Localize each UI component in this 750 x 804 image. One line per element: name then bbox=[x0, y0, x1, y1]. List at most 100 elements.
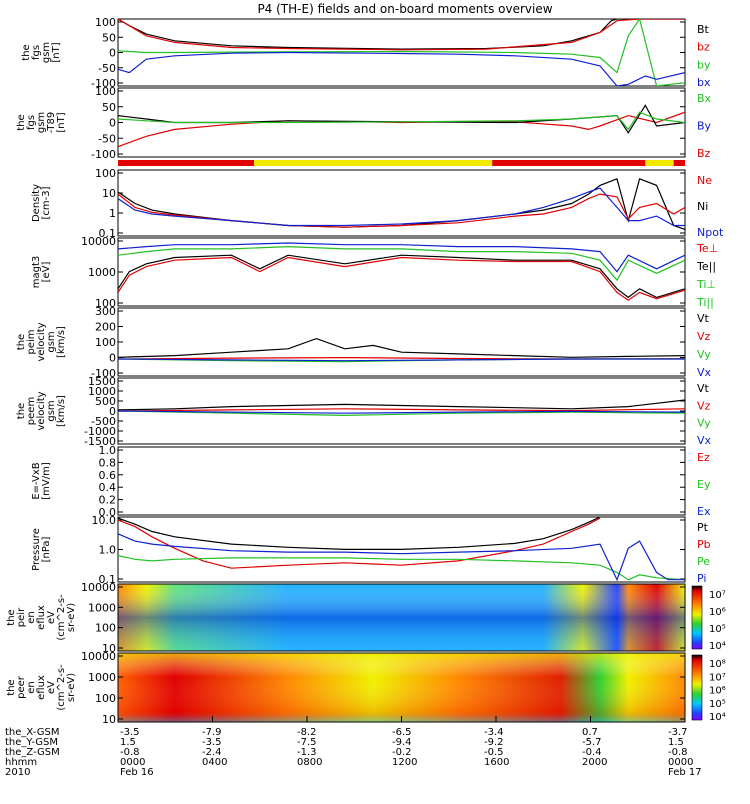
series-line-By bbox=[118, 111, 685, 131]
legend-entry: Vx bbox=[697, 434, 712, 447]
series-line-Vz bbox=[118, 408, 685, 412]
colorbar-label: 10⁶ bbox=[709, 607, 726, 618]
y-axis-label-line: Pressure bbox=[31, 528, 42, 571]
y-axis-label-line: the bbox=[16, 334, 27, 350]
x-axis-value: 0.7 bbox=[582, 727, 598, 738]
x-axis-value: 2000 bbox=[582, 757, 607, 768]
x-axis-value: -6.5 bbox=[392, 727, 412, 738]
panel-8: 10⁷ 10⁶ 10⁵ 10⁴ 10000 1000 100 10 the peir en eflux… bbox=[6, 581, 726, 655]
legend-entry: Ti|| bbox=[696, 296, 714, 309]
legend-entry: Vz bbox=[697, 330, 711, 343]
y-axis-label-line: peim bbox=[26, 329, 37, 354]
y-axis-label-line: peir bbox=[16, 607, 27, 627]
panel-frame bbox=[117, 583, 686, 652]
y-tick-label: 100 bbox=[95, 336, 116, 349]
legend-entry: Vy bbox=[697, 348, 711, 361]
series-line-Te|| bbox=[118, 254, 685, 299]
x-axis-value: -0.2 bbox=[392, 747, 412, 758]
y-axis-label-line: the bbox=[6, 609, 17, 625]
x-axis-value: -0.8 bbox=[668, 747, 688, 758]
colorbar-label: 10⁴ bbox=[709, 641, 726, 652]
y-axis-label-line: gsm bbox=[41, 42, 52, 63]
y-tick-label: 50 bbox=[102, 31, 116, 44]
x-axis-value: -2.4 bbox=[202, 747, 222, 758]
y-axis-label: the peim velocity gsm [km/s] bbox=[16, 322, 67, 361]
x-axis-table: the_X-GSM -3.5 -7.9 -8.2 -6.5 -3.4 0.7 -3.7the_… bbox=[5, 716, 702, 778]
y-tick-label: 1000 bbox=[88, 385, 116, 398]
y-tick-label: 10000 bbox=[81, 581, 116, 594]
x-axis-row-label: the_Z-GSM bbox=[5, 747, 60, 758]
x-axis-value: 1.5 bbox=[120, 737, 136, 748]
y-axis-label: the fgs gsm -T89 [nT] bbox=[16, 112, 67, 134]
x-axis-value: -5.7 bbox=[582, 737, 602, 748]
x-axis-value: -9.2 bbox=[484, 737, 504, 748]
status-bar bbox=[118, 160, 685, 166]
y-axis-label: Density [cm-3] bbox=[31, 184, 52, 222]
y-axis-label-line: eV bbox=[46, 611, 57, 624]
x-axis-value: 1600 bbox=[484, 757, 509, 768]
legend-entry: Vt bbox=[697, 382, 710, 395]
y-tick-label: 1 bbox=[109, 207, 116, 220]
series-line-Ti⊥ bbox=[118, 242, 685, 273]
series-line-bx bbox=[118, 51, 685, 86]
y-axis-label-line: the bbox=[21, 44, 32, 60]
y-axis-label-line: en bbox=[26, 681, 37, 694]
series-line-Pi bbox=[118, 533, 685, 582]
y-axis-label-line: en bbox=[26, 611, 37, 624]
series-line-Te⊥ bbox=[118, 256, 685, 301]
legend-entry: bx bbox=[697, 76, 711, 89]
legend-entry: Pb bbox=[697, 538, 711, 551]
y-tick-label: 1000 bbox=[88, 601, 116, 614]
legend-entry: Npot bbox=[697, 226, 724, 239]
y-axis-label-line: velocity bbox=[36, 391, 47, 430]
legend-entry: Pi bbox=[697, 572, 706, 585]
y-axis-label-line: Density bbox=[31, 184, 42, 222]
x-axis-value: -7.5 bbox=[297, 737, 317, 748]
legend-entry: Bz bbox=[697, 147, 711, 160]
legend-entry: Vz bbox=[697, 399, 711, 412]
x-axis-value: 0800 bbox=[297, 757, 322, 768]
series-line-Vt bbox=[118, 399, 685, 411]
panel-2: 100 10 1 0.1 Density [cm-3] Ne Ni Npot bbox=[31, 167, 724, 240]
x-axis-row-label: hhmm bbox=[5, 757, 37, 768]
series-line-Vx bbox=[118, 358, 685, 362]
y-tick-label: 0 bbox=[109, 47, 116, 60]
y-axis-label-line: velocity bbox=[36, 322, 47, 361]
legend-entry: Vx bbox=[697, 366, 712, 379]
series-line-Ni bbox=[118, 177, 685, 230]
legend-entry: Ez bbox=[697, 451, 710, 464]
x-axis-value: 1200 bbox=[392, 757, 417, 768]
y-tick-label: -500 bbox=[91, 415, 116, 428]
legend-entry: Pe bbox=[697, 555, 710, 568]
legend-entry: Ex bbox=[697, 505, 711, 518]
legend-entry: by bbox=[697, 58, 711, 71]
y-tick-label: 1000 bbox=[88, 671, 116, 684]
y-tick-label: 0.0 bbox=[99, 506, 117, 519]
x-axis-value: Feb 16 bbox=[120, 767, 154, 778]
y-axis-label: the fgs gsm [nT] bbox=[21, 42, 62, 63]
y-tick-label: 1.0 bbox=[99, 544, 117, 557]
y-axis-label-line: (cm^2-s- bbox=[56, 664, 67, 711]
legend-entry: Ti⊥ bbox=[696, 278, 716, 291]
y-tick-label: 10000 bbox=[81, 235, 116, 248]
status-segment bbox=[673, 160, 685, 166]
y-tick-label: 1000 bbox=[88, 266, 116, 279]
y-axis-label: magt3 [eV] bbox=[31, 256, 52, 289]
y-tick-label: 500 bbox=[95, 395, 116, 408]
y-axis-label-line: eflux bbox=[36, 675, 47, 700]
y-axis-label: Pressure [nPa] bbox=[31, 528, 52, 571]
x-axis-value: -7.9 bbox=[202, 727, 222, 738]
spectrogram-shade bbox=[118, 584, 685, 651]
series-line-Bt bbox=[118, 19, 685, 50]
y-axis-label-line: eflux bbox=[36, 605, 47, 630]
y-tick-label: -50 bbox=[98, 62, 116, 75]
x-axis-value: -3.5 bbox=[120, 727, 140, 738]
y-tick-label: 50 bbox=[102, 101, 116, 114]
status-segment bbox=[118, 160, 255, 166]
x-axis-row-label: the_Y-GSM bbox=[5, 737, 58, 748]
y-tick-label: 0.1 bbox=[99, 573, 117, 586]
status-segment bbox=[645, 160, 674, 166]
colorbar-label: 10⁴ bbox=[709, 712, 726, 723]
legend-entry: By bbox=[697, 120, 712, 133]
legend-entry: Te⊥ bbox=[696, 242, 718, 255]
